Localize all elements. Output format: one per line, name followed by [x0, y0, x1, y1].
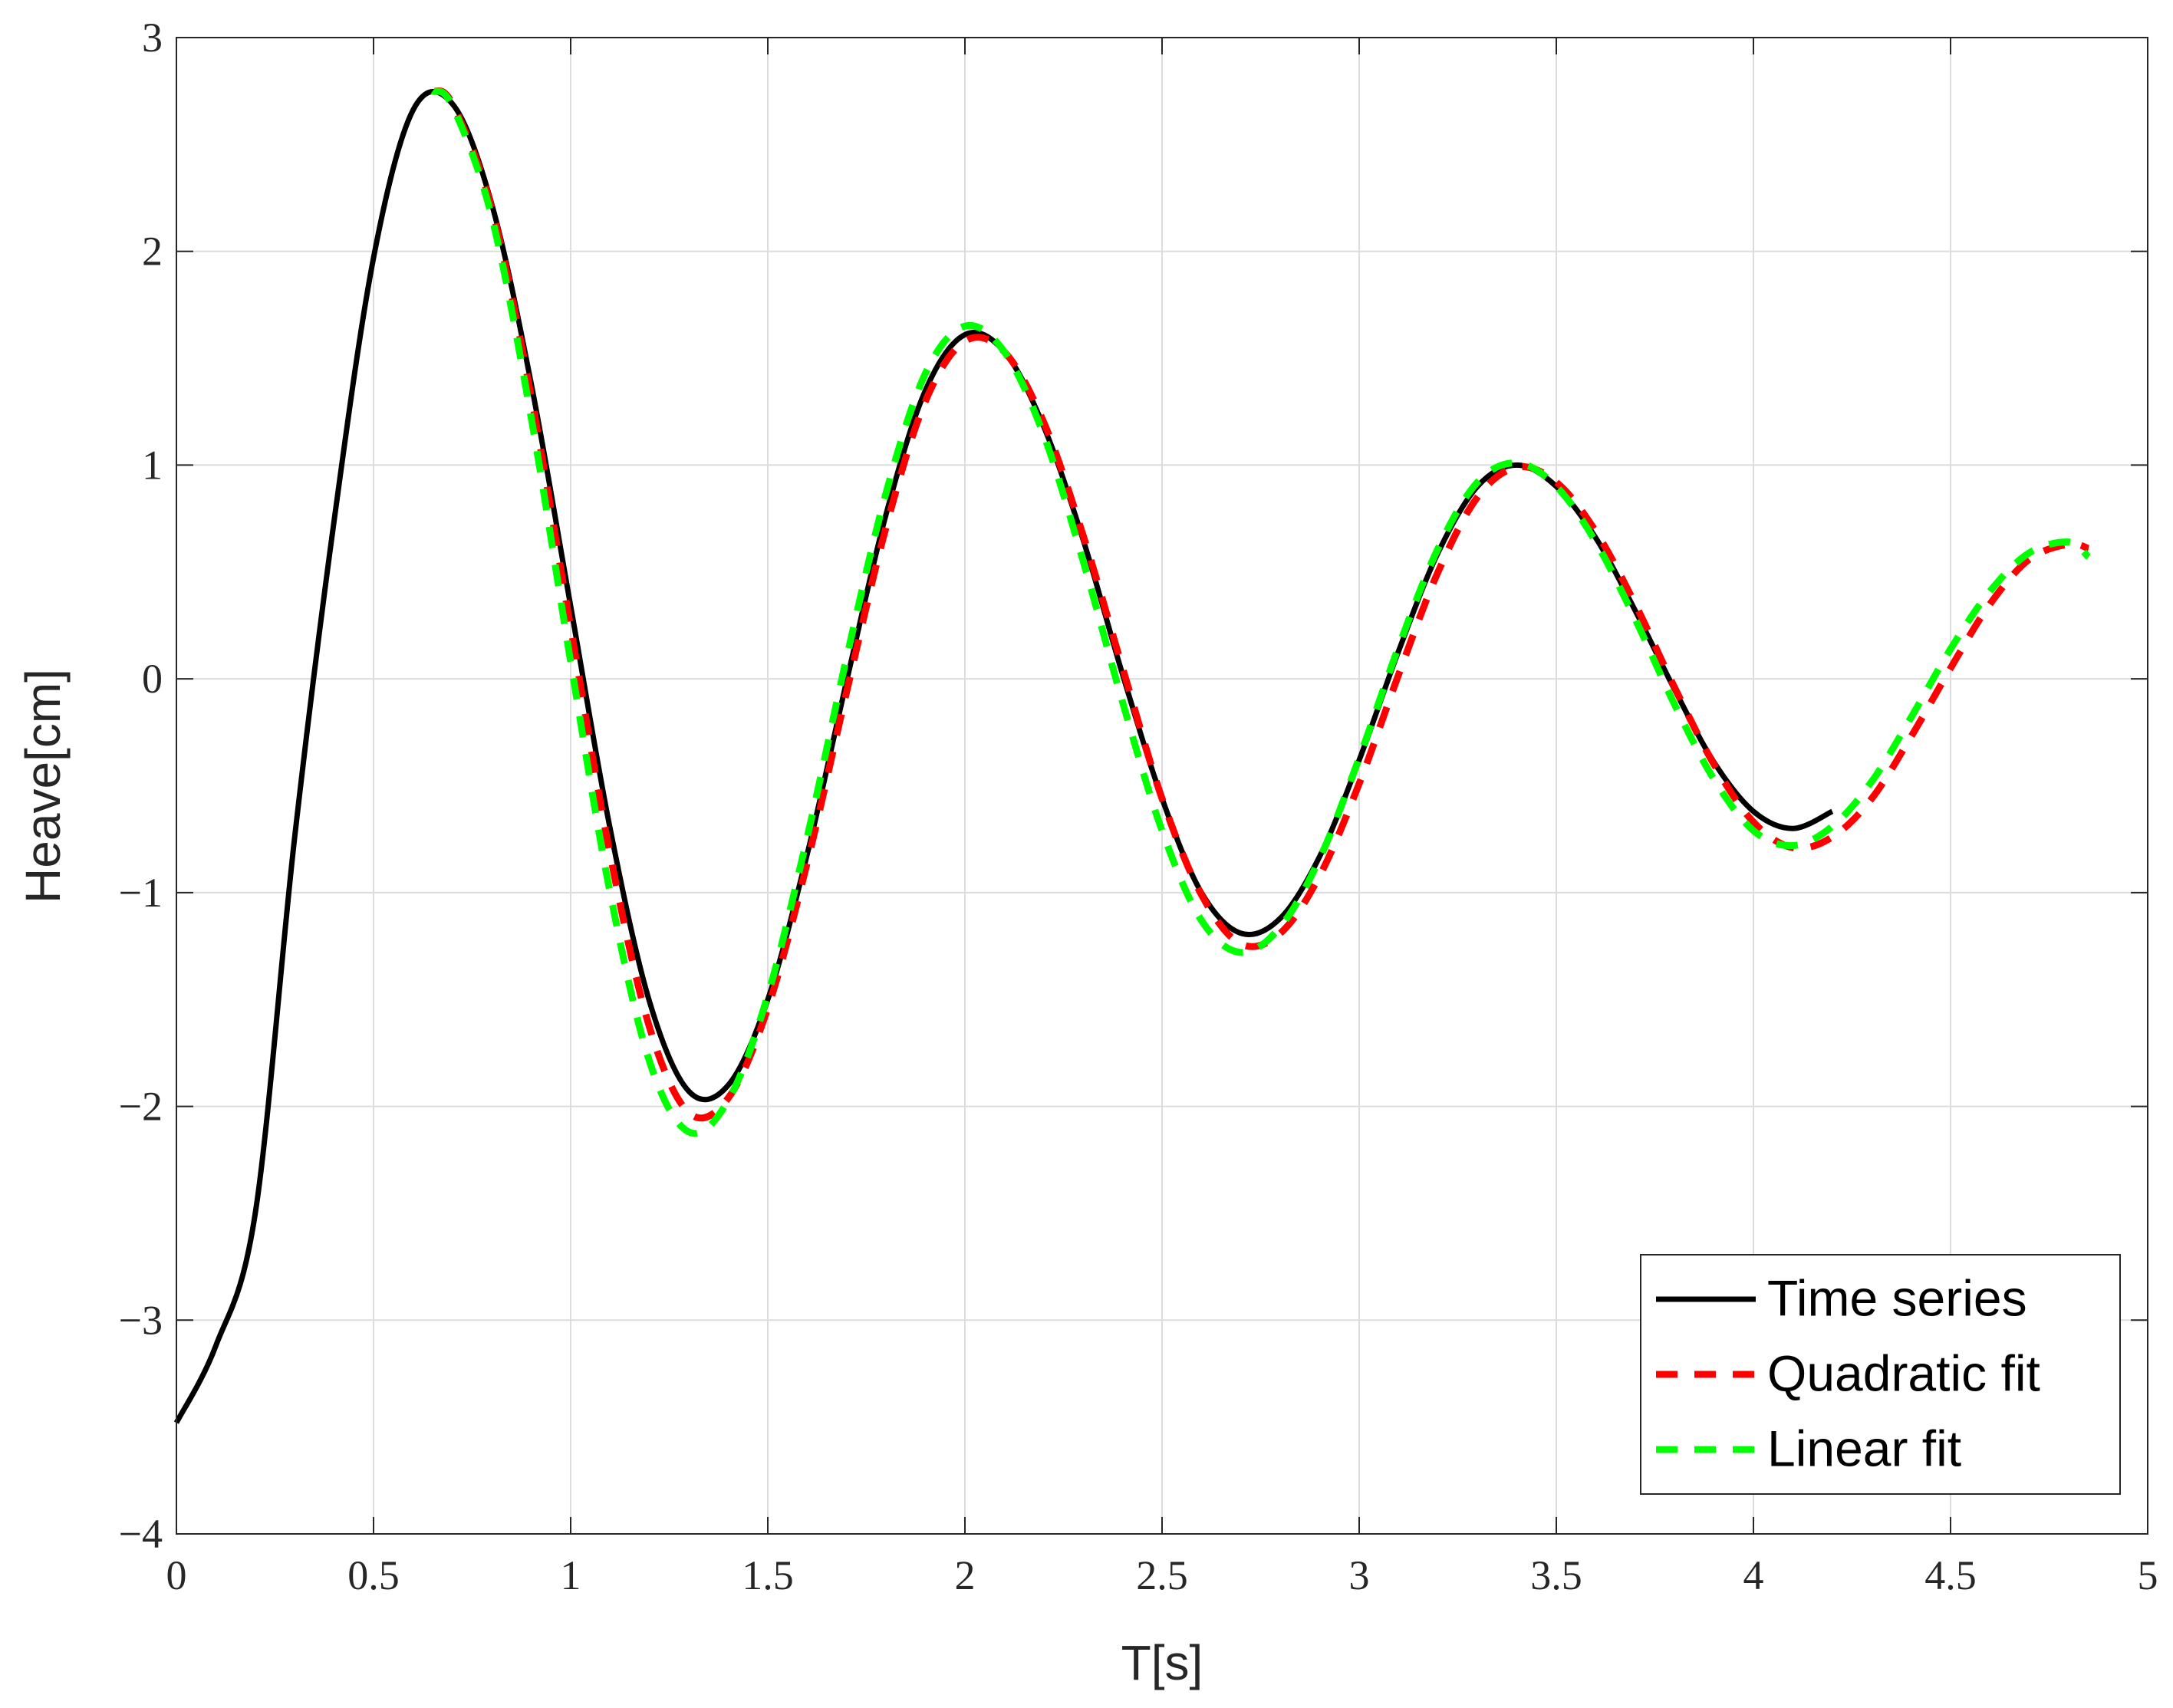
x-tick-label: 4 — [1743, 1552, 1764, 1598]
y-tick-label: −2 — [119, 1084, 163, 1130]
y-tick-label: 0 — [142, 656, 163, 702]
x-tick-label: 0.5 — [347, 1552, 400, 1598]
x-tick-label: 1 — [561, 1552, 581, 1598]
y-tick-label: −3 — [119, 1297, 163, 1343]
legend-label: Time series — [1767, 1269, 2027, 1326]
series-line — [430, 87, 2092, 1137]
legend-label: Linear fit — [1767, 1420, 1961, 1476]
y-tick-label: −1 — [119, 870, 163, 916]
y-tick-label: 1 — [142, 442, 163, 488]
legend-label: Quadratic fit — [1767, 1344, 2040, 1401]
x-tick-label: 5 — [2138, 1552, 2158, 1598]
x-tick-label: 2.5 — [1136, 1552, 1188, 1598]
y-axis-label: Heave[cm] — [15, 669, 71, 903]
legend-box — [1640, 1254, 2121, 1495]
x-axis-label: T[s] — [1121, 1635, 1203, 1690]
x-tick-label: 1.5 — [742, 1552, 794, 1598]
series-line — [430, 87, 2090, 1122]
x-tick-label: 0 — [166, 1552, 187, 1598]
x-tick-label: 3.5 — [1530, 1552, 1582, 1598]
y-tick-label: 3 — [142, 15, 163, 61]
x-tick-label: 2 — [955, 1552, 976, 1598]
legend: Time series Quadratic fit Linear fit — [1640, 1254, 2121, 1495]
y-tick-label: −4 — [119, 1511, 163, 1557]
x-tick-label: 4.5 — [1924, 1552, 1977, 1598]
x-tick-label: 3 — [1349, 1552, 1370, 1598]
y-tick-label: 2 — [142, 229, 163, 275]
axes-box — [176, 37, 2148, 1535]
